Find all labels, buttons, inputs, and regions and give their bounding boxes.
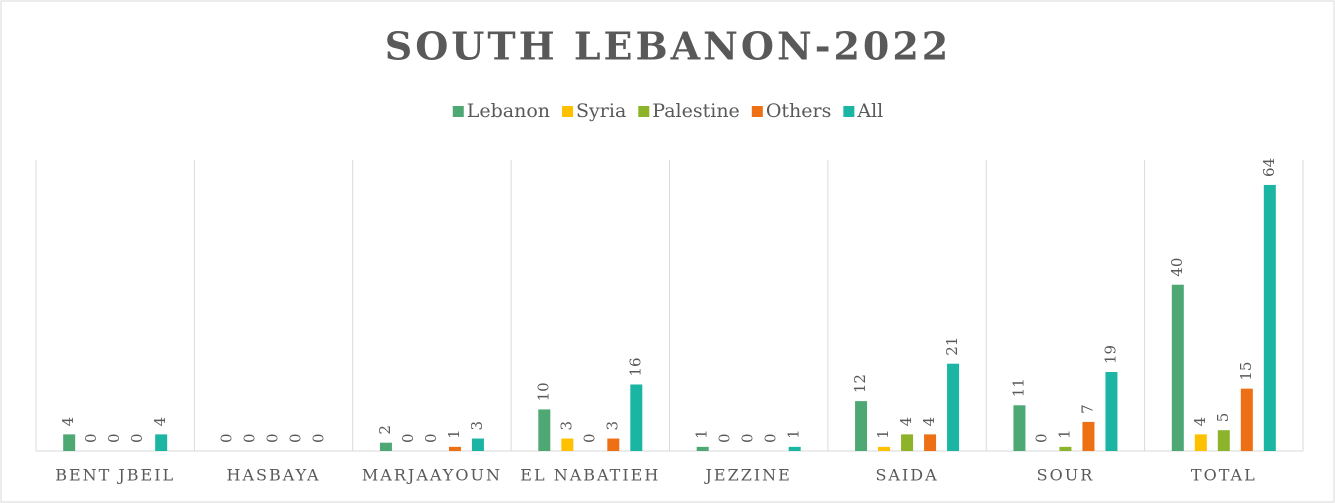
data-label: 12 [851,374,869,393]
x-tick-label: HASBAYA [227,466,321,485]
data-label: 4 [897,417,915,427]
legend-label: Others [766,100,832,122]
bar [1240,388,1253,451]
data-label: 0 [105,433,123,443]
legend-swatch [452,106,464,117]
data-label: 3 [557,421,575,431]
bar [1217,430,1230,451]
data-label: 1 [693,429,711,439]
data-label: 0 [422,433,440,443]
bar [1059,446,1072,451]
bar [630,384,643,451]
data-label: 1 [785,429,803,439]
data-label: 19 [1101,345,1119,364]
bar [538,409,551,451]
bar [878,446,891,451]
bar [63,434,76,451]
x-tick-label: BENT JBEIL [55,466,175,485]
data-label: 4 [59,417,77,427]
data-label: 1 [1055,429,1073,439]
data-label: 21 [943,337,961,356]
data-label: 10 [534,382,552,401]
data-label: 0 [241,433,259,443]
bar [696,446,709,451]
data-label: 1 [445,429,463,439]
x-tick-label: EL NABATIEH [520,466,660,485]
bar [947,363,960,451]
data-label: 4 [920,417,938,427]
data-label: 2 [376,425,394,435]
bar [379,442,392,451]
legend-swatch [751,106,763,117]
bar [561,438,574,451]
data-label: 0 [82,433,100,443]
data-label: 0 [128,433,146,443]
data-label: 15 [1237,362,1255,381]
data-label: 11 [1009,378,1027,397]
x-tick-label: SOUR [1037,466,1095,485]
data-label: 0 [264,433,282,443]
chart-title: SOUTH LEBANON-2022 [385,24,951,69]
data-label: 3 [603,421,621,431]
bar [1105,372,1118,451]
data-label: 0 [287,433,305,443]
x-tick-label: JEZZINE [704,466,792,485]
data-label: 0 [580,433,598,443]
x-tick-label: MARJAAYOUN [362,466,502,485]
data-label: 0 [762,433,780,443]
bar [788,446,801,451]
legend-label: Syria [576,100,626,122]
data-label: 5 [1214,413,1232,423]
legend-label: Palestine [652,100,740,122]
data-label: 16 [626,357,644,376]
bar [1263,184,1276,451]
bar [155,434,168,451]
bar [607,438,620,451]
data-label: 4 [1191,417,1209,427]
data-label: 3 [468,421,486,431]
data-label: 64 [1260,158,1278,177]
data-label: 1 [874,429,892,439]
bar [855,401,868,451]
legend-label: All [856,100,883,122]
data-label: 0 [310,433,328,443]
legend-label: Lebanon [467,100,550,122]
data-label: 0 [1032,433,1050,443]
bar [1171,284,1184,451]
data-label: 0 [218,433,236,443]
x-tick-label: TOTAL [1191,466,1257,485]
data-label: 4 [151,417,169,427]
bar [901,434,914,451]
legend-swatch [562,106,574,117]
bar [1013,405,1026,451]
bar [471,438,484,451]
legend-swatch [638,106,650,117]
data-label: 0 [739,433,757,443]
data-label: 7 [1078,404,1096,414]
bar [1082,421,1095,451]
legend-swatch [843,106,855,117]
x-tick-label: SAIDA [875,466,938,485]
data-label: 0 [716,433,734,443]
bar [1194,434,1207,451]
data-label: 40 [1168,258,1186,277]
data-label: 0 [399,433,417,443]
bar [924,434,937,451]
bar [448,446,461,451]
